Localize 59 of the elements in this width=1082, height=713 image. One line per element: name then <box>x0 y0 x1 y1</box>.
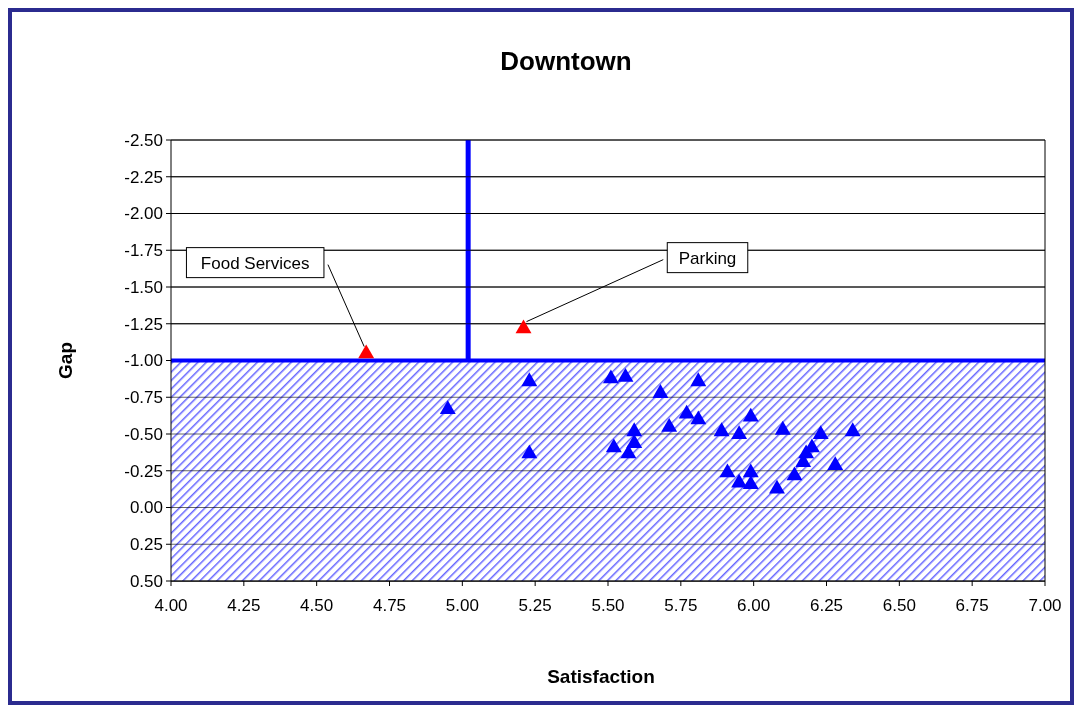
point <box>515 319 532 334</box>
x-tick-label: 4.25 <box>227 596 261 615</box>
point <box>713 422 730 437</box>
y-tick-label: 0.25 <box>129 535 163 555</box>
chart-title: Downtown <box>500 46 632 76</box>
y-tick-label: -1.75 <box>124 241 163 261</box>
x-axis-title: Satisfaction <box>547 666 655 687</box>
point <box>742 475 759 490</box>
x-tick-label: 5.75 <box>664 596 698 615</box>
y-tick-label: -2.25 <box>124 167 163 187</box>
x-tick-label: 6.25 <box>809 596 844 615</box>
y-tick-label: 0.50 <box>129 571 163 591</box>
point <box>678 404 695 419</box>
x-tick-label: 6.50 <box>882 596 916 615</box>
point <box>719 463 736 478</box>
point <box>690 410 707 425</box>
point <box>605 438 622 453</box>
x-tick-label: 5.25 <box>518 596 552 615</box>
x-tick-label: 7.00 <box>1028 596 1062 615</box>
y-tick-label: -1.50 <box>124 277 163 297</box>
point <box>742 407 759 422</box>
point <box>439 400 456 415</box>
point <box>358 344 375 359</box>
point <box>652 384 669 398</box>
point <box>661 417 678 432</box>
annotation: Food Services <box>200 253 310 273</box>
point <box>690 372 707 387</box>
point <box>521 444 538 459</box>
point <box>742 463 759 478</box>
y-tick-label: -1.25 <box>124 314 163 334</box>
point <box>626 422 643 437</box>
x-tick-label: 4.00 <box>154 596 188 615</box>
x-tick-label: 6.75 <box>955 596 989 615</box>
y-axis-title: Gap <box>55 342 76 379</box>
point <box>731 425 748 440</box>
x-tick-label: 4.75 <box>372 596 407 615</box>
point <box>774 420 791 435</box>
y-tick-label: -2.00 <box>124 204 163 224</box>
point <box>731 473 748 488</box>
point <box>812 425 829 440</box>
point <box>626 434 643 448</box>
point <box>521 372 538 387</box>
y-tick-label: 0.00 <box>129 498 163 518</box>
point <box>844 422 861 437</box>
y-tick-label: -0.25 <box>124 461 163 481</box>
point <box>769 479 785 494</box>
point <box>786 466 803 481</box>
x-tick-label: 4.50 <box>300 596 334 615</box>
x-tick-label: 6.00 <box>737 596 771 615</box>
y-tick-label: -0.50 <box>124 424 163 444</box>
y-tick-label: -0.75 <box>124 388 163 408</box>
y-tick-label: -1.00 <box>124 351 163 371</box>
point <box>827 456 844 470</box>
point <box>602 369 619 384</box>
annotation: Parking <box>678 248 737 268</box>
x-tick-label: 5.00 <box>445 596 479 615</box>
x-tick-label: 5.50 <box>591 596 625 615</box>
y-tick-label: -2.50 <box>124 130 163 150</box>
point <box>617 367 634 382</box>
